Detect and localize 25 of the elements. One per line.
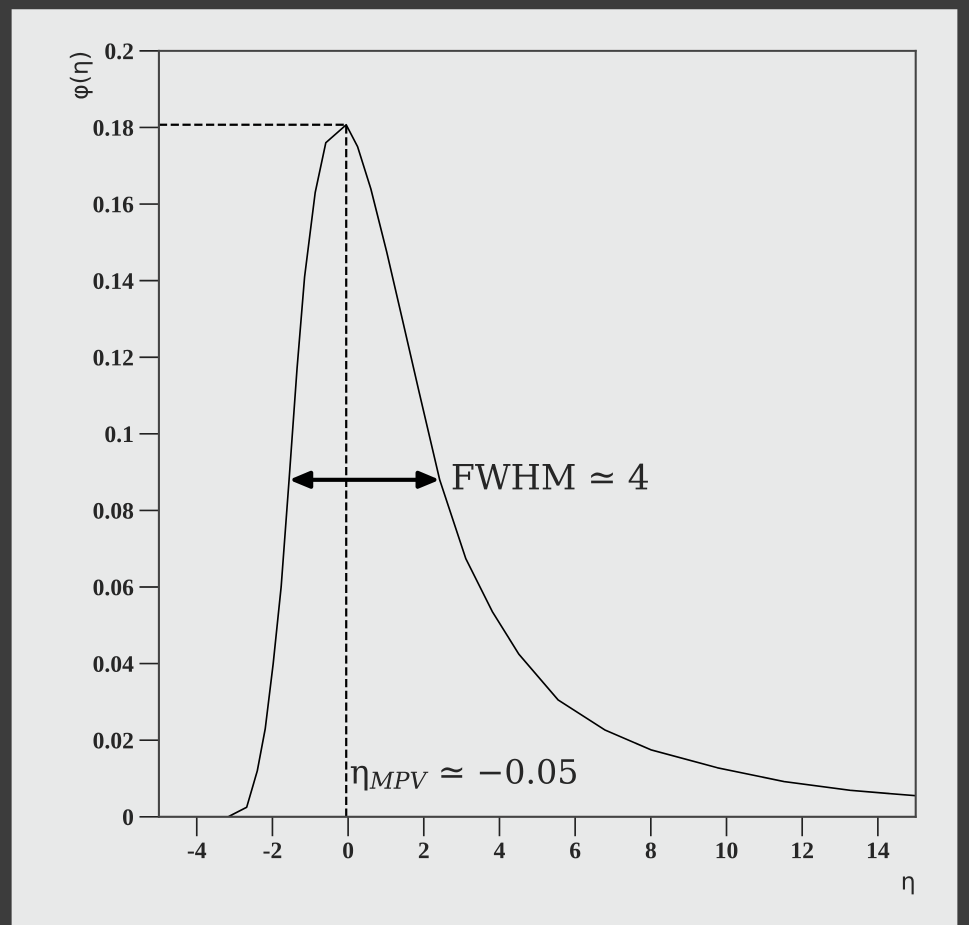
x-tick-label: 12 [792, 842, 813, 858]
y-tick-label: 0 [123, 809, 134, 826]
x-tick-label: 6 [570, 842, 580, 858]
x-tick-label: -4 [188, 842, 206, 858]
x-tick-label: -2 [263, 842, 282, 858]
x-tick-label: 10 [716, 842, 738, 858]
annotation: η$_{MPV}$ ≃ −0.05 [350, 758, 576, 790]
x-tick-label: 8 [646, 842, 656, 858]
y-tick-label: 0.2 [105, 43, 133, 60]
y-tick-label: 0.02 [93, 732, 133, 749]
y-tick-label: 0.16 [93, 196, 134, 213]
annotation: FWHM ≃ 4 [452, 464, 648, 490]
y-tick-label: 0.14 [93, 273, 134, 290]
y-tick-label: 0.12 [93, 350, 133, 366]
x-axis-title: η [902, 876, 914, 894]
y-tick-label: 0.18 [93, 120, 134, 136]
x-tick-label: 2 [418, 842, 429, 858]
y-tick-label: 0.04 [93, 656, 134, 672]
y-tick-label: 0.1 [105, 426, 133, 442]
x-tick-label: 0 [343, 842, 354, 858]
x-tick-label: 14 [868, 842, 890, 858]
x-tick-label: 4 [494, 842, 505, 858]
y-tick-label: 0.08 [93, 502, 134, 519]
y-tick-label: 0.06 [93, 579, 134, 596]
y-axis-title: φ(η) [70, 52, 93, 99]
